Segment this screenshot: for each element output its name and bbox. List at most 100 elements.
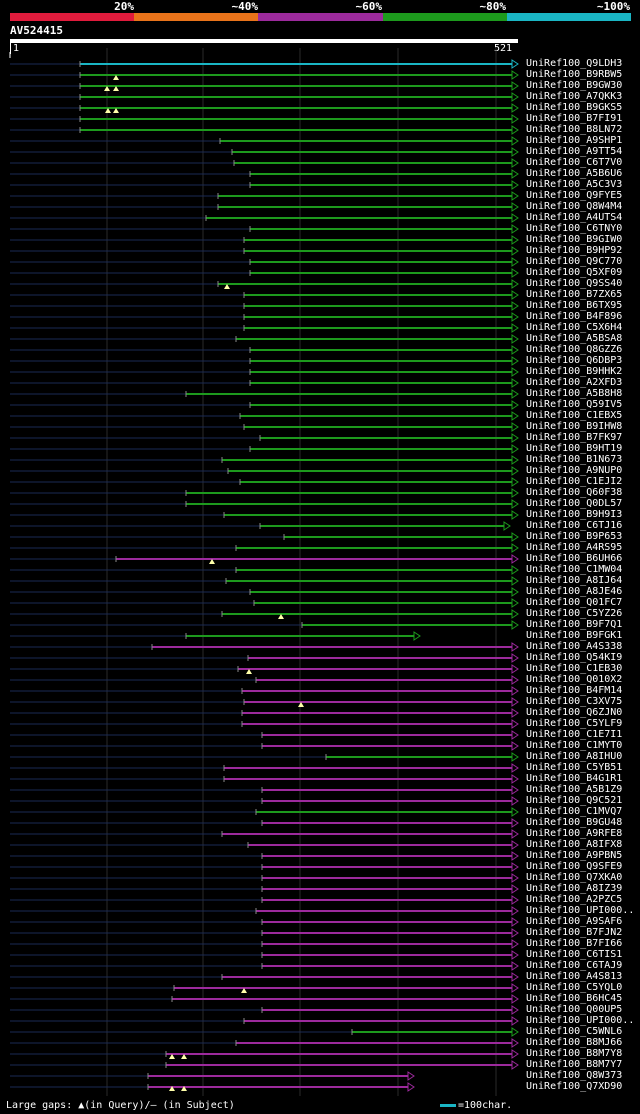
hit-row[interactable] bbox=[10, 290, 519, 300]
hit-label[interactable]: UniRef100_B6TX95 bbox=[526, 300, 623, 311]
hit-row[interactable] bbox=[10, 312, 519, 322]
hit-label[interactable]: UniRef100_B9FGK1 bbox=[526, 630, 623, 641]
hit-row[interactable] bbox=[10, 763, 519, 773]
hit-row[interactable] bbox=[10, 521, 511, 531]
hit-label[interactable]: UniRef100_C1MVQ7 bbox=[526, 806, 623, 817]
hit-row[interactable] bbox=[10, 686, 519, 696]
hit-label[interactable]: UniRef100_B6UH66 bbox=[526, 553, 623, 564]
hit-label[interactable]: UniRef100_A9SAF6 bbox=[526, 916, 623, 927]
hit-row[interactable] bbox=[10, 895, 519, 905]
hit-label[interactable]: UniRef100_B9F7Q1 bbox=[526, 619, 623, 630]
hit-row[interactable] bbox=[10, 1016, 519, 1026]
hit-label[interactable]: UniRef100_A9SHP1 bbox=[526, 135, 623, 146]
hit-row[interactable] bbox=[10, 565, 519, 575]
hit-label[interactable]: UniRef100_Q7XD90 bbox=[526, 1081, 623, 1092]
hit-row[interactable] bbox=[10, 455, 519, 465]
hit-label[interactable]: UniRef100_A5B6U6 bbox=[526, 168, 623, 179]
hit-row[interactable] bbox=[10, 114, 519, 124]
hit-label[interactable]: UniRef100_A5B8H8 bbox=[526, 388, 623, 399]
hit-label[interactable]: UniRef100_A2PZC5 bbox=[526, 894, 623, 905]
hit-label[interactable]: UniRef100_Q6DBP3 bbox=[526, 355, 623, 366]
hit-label[interactable]: UniRef100_B7FJN2 bbox=[526, 927, 623, 938]
hit-label[interactable]: UniRef100_Q9SS40 bbox=[526, 278, 623, 289]
hit-label[interactable]: UniRef100_A8IFX8 bbox=[526, 839, 623, 850]
hit-row[interactable] bbox=[10, 983, 519, 993]
hit-row[interactable] bbox=[10, 829, 519, 839]
hit-row[interactable] bbox=[10, 356, 519, 366]
hit-label[interactable]: UniRef100_Q8W4M4 bbox=[526, 201, 623, 212]
hit-label[interactable]: UniRef100_A4UTS4 bbox=[526, 212, 623, 223]
hit-row[interactable] bbox=[10, 928, 519, 938]
hit-row[interactable] bbox=[10, 389, 519, 399]
hit-label[interactable]: UniRef100_B9HT19 bbox=[526, 443, 623, 454]
hit-label[interactable]: UniRef100_B9GKS5 bbox=[526, 102, 623, 113]
hit-row[interactable] bbox=[10, 664, 519, 674]
hit-label[interactable]: UniRef100_B9HHK2 bbox=[526, 366, 623, 377]
hit-row[interactable] bbox=[10, 202, 519, 212]
hit-label[interactable]: UniRef100_C5YLF9 bbox=[526, 718, 623, 729]
hit-label[interactable]: UniRef100_Q01FC7 bbox=[526, 597, 623, 608]
hit-row[interactable] bbox=[10, 554, 519, 564]
hit-row[interactable] bbox=[10, 598, 519, 608]
hit-row[interactable] bbox=[10, 862, 519, 872]
hit-label[interactable]: UniRef100_B8LN72 bbox=[526, 124, 623, 135]
hit-label[interactable]: UniRef100_C1EB30 bbox=[526, 663, 623, 674]
hit-row[interactable] bbox=[10, 1071, 415, 1081]
hit-label[interactable]: UniRef100_B8MJ66 bbox=[526, 1037, 623, 1048]
hit-label[interactable]: UniRef100_C3XV75 bbox=[526, 696, 623, 707]
hit-label[interactable]: UniRef100_A5C3V3 bbox=[526, 179, 623, 190]
hit-row[interactable] bbox=[10, 587, 519, 597]
hit-row[interactable] bbox=[10, 620, 519, 630]
hit-row[interactable] bbox=[10, 1005, 519, 1015]
hit-label[interactable]: UniRef100_C1MW04 bbox=[526, 564, 623, 575]
hit-label[interactable]: UniRef100_B9GW30 bbox=[526, 80, 623, 91]
hit-row[interactable] bbox=[10, 466, 519, 476]
hit-label[interactable]: UniRef100_B9RBW5 bbox=[526, 69, 623, 80]
hit-row[interactable] bbox=[10, 653, 519, 663]
hit-row[interactable] bbox=[10, 488, 519, 498]
hit-row[interactable] bbox=[10, 917, 519, 927]
hit-row[interactable] bbox=[10, 840, 519, 850]
hit-label[interactable]: UniRef100_Q9FYE5 bbox=[526, 190, 623, 201]
hit-row[interactable] bbox=[10, 444, 519, 454]
hit-label[interactable]: UniRef100_A8IHU0 bbox=[526, 751, 623, 762]
hit-label[interactable]: UniRef100_UPI000.. bbox=[526, 905, 635, 916]
hit-row[interactable] bbox=[10, 136, 519, 146]
hit-row[interactable] bbox=[10, 81, 519, 91]
hit-label[interactable]: UniRef100_B7FI66 bbox=[526, 938, 623, 949]
hit-row[interactable] bbox=[10, 818, 519, 828]
hit-row[interactable] bbox=[10, 125, 519, 135]
hit-label[interactable]: UniRef100_C1EBX5 bbox=[526, 410, 623, 421]
hit-label[interactable]: UniRef100_A5B1Z9 bbox=[526, 784, 623, 795]
hit-row[interactable] bbox=[10, 1082, 415, 1092]
hit-label[interactable]: UniRef100_C1MYT0 bbox=[526, 740, 623, 751]
hit-label[interactable]: UniRef100_B6HC45 bbox=[526, 993, 623, 1004]
hit-label[interactable]: UniRef100_A4S813 bbox=[526, 971, 623, 982]
hit-label[interactable]: UniRef100_A4S338 bbox=[526, 641, 623, 652]
hit-row[interactable] bbox=[10, 257, 519, 267]
hit-label[interactable]: UniRef100_C1EJI2 bbox=[526, 476, 623, 487]
hit-row[interactable] bbox=[10, 950, 519, 960]
hit-row[interactable] bbox=[10, 708, 519, 718]
hit-label[interactable]: UniRef100_A9PBN5 bbox=[526, 850, 623, 861]
hit-label[interactable]: UniRef100_B1N673 bbox=[526, 454, 623, 465]
hit-row[interactable] bbox=[10, 411, 519, 421]
hit-label[interactable]: UniRef100_C6TIS1 bbox=[526, 949, 623, 960]
hit-row[interactable] bbox=[10, 499, 519, 509]
hit-row[interactable] bbox=[10, 191, 519, 201]
hit-label[interactable]: UniRef100_Q8GZZ6 bbox=[526, 344, 623, 355]
hit-row[interactable] bbox=[10, 697, 519, 707]
hit-row[interactable] bbox=[10, 279, 519, 289]
hit-label[interactable]: UniRef100_Q59IV5 bbox=[526, 399, 623, 410]
hit-label[interactable]: UniRef100_A2XFD3 bbox=[526, 377, 623, 388]
hit-row[interactable] bbox=[10, 1060, 519, 1070]
hit-label[interactable]: UniRef100_A5BSA8 bbox=[526, 333, 623, 344]
hit-row[interactable] bbox=[10, 741, 519, 751]
hit-label[interactable]: UniRef100_B7FI91 bbox=[526, 113, 623, 124]
hit-row[interactable] bbox=[10, 873, 519, 883]
hit-label[interactable]: UniRef100_B9H9I3 bbox=[526, 509, 623, 520]
hit-label[interactable]: UniRef100_B7ZX65 bbox=[526, 289, 623, 300]
hit-row[interactable] bbox=[10, 576, 519, 586]
hit-row[interactable] bbox=[10, 510, 519, 520]
hit-row[interactable] bbox=[10, 807, 519, 817]
